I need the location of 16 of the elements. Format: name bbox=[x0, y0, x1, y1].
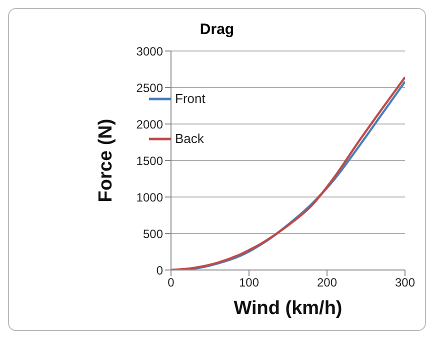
legend-label: Front bbox=[175, 90, 206, 108]
chart-title: Drag bbox=[198, 21, 236, 38]
x-tick-label: 300 bbox=[394, 276, 416, 290]
x-tick-label: 100 bbox=[238, 276, 260, 290]
x-axis-title: Wind (km/h) bbox=[234, 298, 342, 319]
y-tick-label: 2000 bbox=[136, 117, 164, 132]
y-axis-title: Force (N) bbox=[96, 118, 117, 202]
y-tick-label: 3000 bbox=[136, 44, 164, 58]
legend-label: Back bbox=[175, 130, 204, 148]
y-tick-label: 500 bbox=[142, 226, 164, 241]
x-tick-label: 200 bbox=[316, 276, 338, 290]
y-tick-label: 0 bbox=[156, 263, 164, 278]
y-tick-label: 1000 bbox=[136, 190, 164, 204]
x-tick-label: 0 bbox=[168, 276, 175, 290]
y-tick-label: 1500 bbox=[136, 154, 164, 168]
y-tick-label: 2500 bbox=[136, 80, 164, 95]
